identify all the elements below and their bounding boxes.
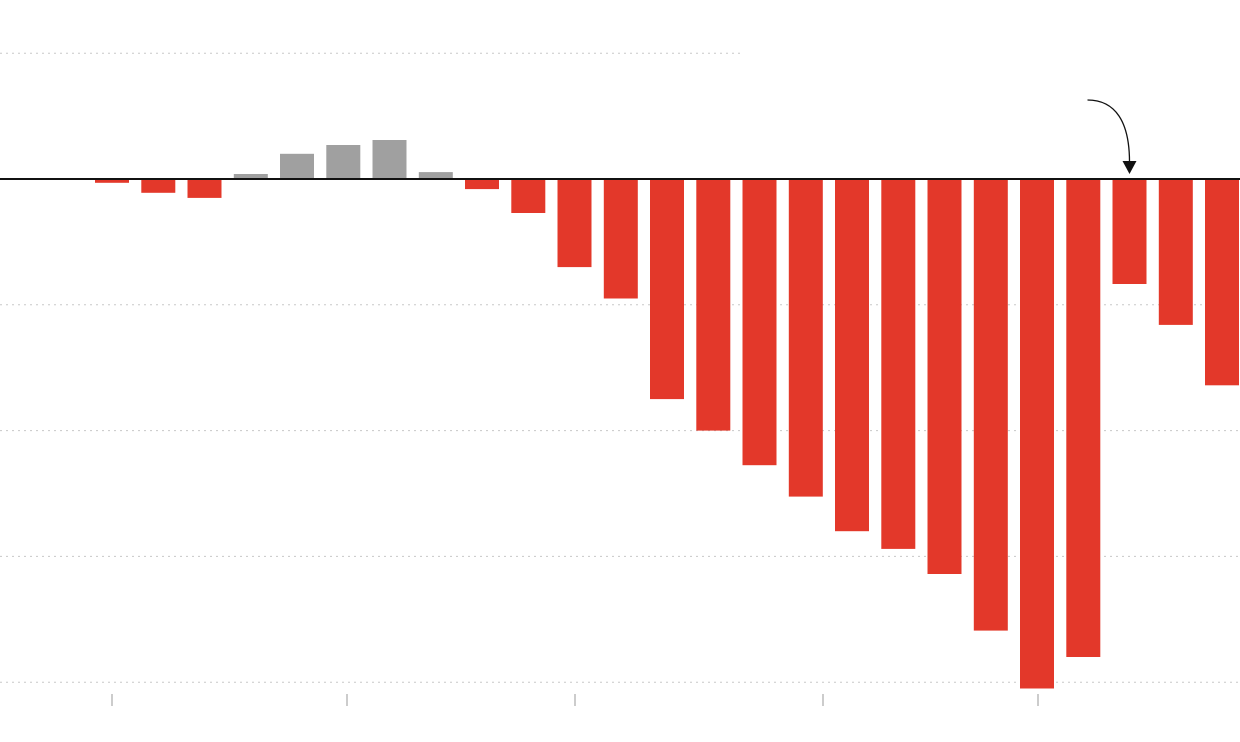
bar-22 xyxy=(1112,179,1147,284)
bar-11 xyxy=(603,179,638,299)
bar-0 xyxy=(95,179,129,183)
annotation-curve xyxy=(1087,99,1131,163)
annotation xyxy=(1087,99,1137,174)
bar-23 xyxy=(1158,179,1193,325)
bar-13 xyxy=(696,179,731,431)
bar-14 xyxy=(742,179,777,466)
arrow-head-icon xyxy=(1122,161,1137,174)
bar-2 xyxy=(187,179,222,198)
bar-21 xyxy=(1066,179,1101,657)
bar-9 xyxy=(511,179,546,213)
bar-5 xyxy=(326,145,361,179)
bar-6 xyxy=(372,140,407,179)
bar-24 xyxy=(1205,179,1239,386)
bar-3 xyxy=(233,174,268,179)
bar-7 xyxy=(418,172,453,179)
bar-1 xyxy=(141,179,176,193)
bar-10 xyxy=(557,179,592,268)
bar-12 xyxy=(650,179,684,400)
bar-18 xyxy=(927,179,962,574)
bar-19 xyxy=(973,179,1008,631)
bars xyxy=(95,140,1239,689)
bar-15 xyxy=(788,179,823,497)
bar-17 xyxy=(881,179,916,549)
bar-16 xyxy=(835,179,869,532)
x-axis-ticks xyxy=(111,694,1039,706)
bar-4 xyxy=(280,153,314,179)
bar-8 xyxy=(465,179,499,190)
bar-20 xyxy=(1020,179,1054,689)
